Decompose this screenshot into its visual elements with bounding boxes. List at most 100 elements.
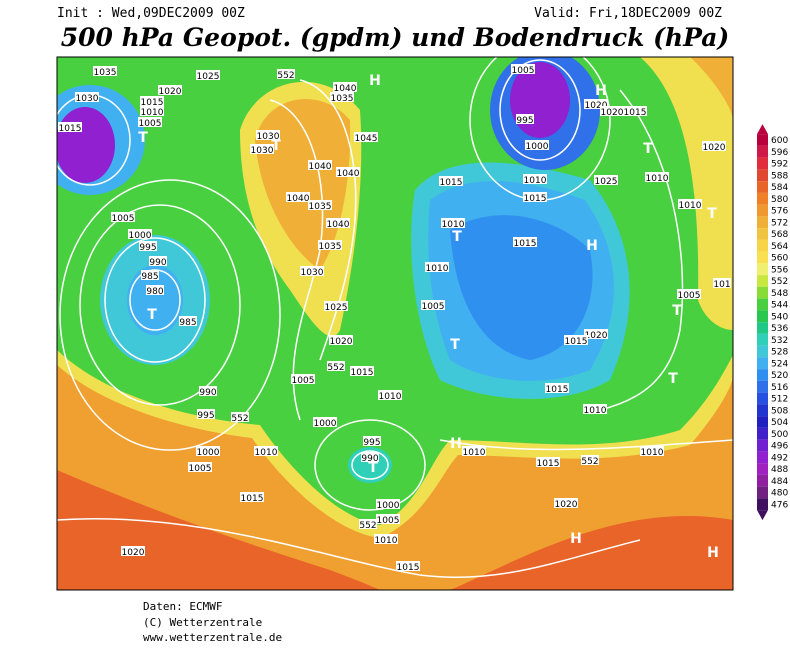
legend-label: 512 [771, 395, 788, 405]
band-red [57, 470, 380, 590]
isobar-label-box [677, 289, 701, 299]
isobar-label-box [231, 412, 249, 422]
isobar-label: 1015 [59, 124, 82, 134]
legend-label: 508 [771, 406, 788, 416]
legend-swatch [757, 404, 768, 417]
isobar-label: 1025 [325, 303, 348, 313]
isobar-label-box [523, 192, 547, 202]
isobar-label-box [329, 335, 353, 345]
isobar-label-box [354, 132, 378, 142]
legend-swatch [757, 134, 768, 146]
isobar-label: 1000 [129, 231, 152, 241]
legend-swatch [757, 439, 768, 452]
pressure-center: T [368, 460, 378, 476]
pressure-center: T [138, 130, 148, 146]
pressure-center: T [147, 307, 157, 323]
isobar-label: 1030 [301, 268, 324, 278]
isobar-label-box [525, 140, 549, 150]
legend-swatch [757, 157, 768, 170]
isobar-label: 1010 [646, 174, 669, 184]
legend-label: 548 [771, 289, 788, 299]
legend-label: 520 [771, 371, 788, 381]
isobar-label: 1020 [555, 500, 578, 510]
legend-label: 480 [771, 489, 788, 499]
isobar-label: 1015 [440, 178, 463, 188]
legend-label: 532 [771, 336, 788, 346]
isobar-label-box [121, 546, 145, 556]
legend-label: 492 [771, 453, 788, 463]
isobar-label-box [330, 92, 354, 102]
isobar-label-box [336, 167, 360, 177]
legend-swatch [757, 169, 768, 182]
east-yellow [640, 57, 733, 330]
isobar-label: 1010 [426, 264, 449, 274]
legend-swatch [757, 357, 768, 370]
isobar-label: 985 [179, 318, 196, 328]
legend-label: 524 [771, 359, 788, 369]
isobar-label-box [439, 176, 463, 186]
isobar-label: 1015 [546, 385, 569, 395]
isobar-label: 101 [713, 280, 730, 290]
isobar-label: 1040 [334, 84, 357, 94]
isobar [104, 237, 206, 363]
isobar-label-box [250, 144, 274, 154]
legend-swatch [757, 192, 768, 205]
isobar-label: 1015 [241, 494, 264, 504]
map-frame [56, 56, 734, 591]
isobar-label-box [58, 122, 82, 132]
isobar-label-box [146, 285, 164, 295]
isobar [314, 419, 426, 511]
isobar-label-box [93, 66, 117, 76]
isobar-label: 1030 [76, 94, 99, 104]
isobar-label: 1040 [287, 194, 310, 204]
isobar-label: 1000 [314, 419, 337, 429]
legend-swatch [757, 463, 768, 475]
legend-swatch [757, 451, 768, 464]
isobar-label-box [594, 175, 618, 185]
isobar-label: 552 [327, 363, 344, 373]
isobar-label-box [158, 85, 182, 95]
legend-swatch [757, 239, 768, 252]
legend-label: 564 [771, 242, 788, 252]
isobar-label-box [361, 452, 379, 462]
legend-swatch [757, 251, 768, 264]
isobar-label: 1005 [139, 119, 162, 129]
isobar-label-box [581, 455, 599, 465]
isobar-label-box [318, 240, 342, 250]
isobar-label-box [308, 160, 332, 170]
pressure-center: H [595, 83, 607, 99]
isobar-label-box [333, 82, 357, 92]
isobar-label: 1005 [512, 66, 535, 76]
legend-label: 500 [771, 430, 788, 440]
isobar-label: 1020 [601, 108, 624, 118]
isobar-label-box [513, 237, 537, 247]
legend-label: 528 [771, 348, 788, 358]
legend-swatch [757, 498, 768, 511]
isobar-label-box [254, 446, 278, 456]
isobar-label-box [564, 335, 588, 345]
low-south [348, 447, 392, 483]
band-orange [57, 365, 733, 590]
valid-text: Valid: Fri,18DEC2009 00Z [534, 6, 722, 21]
isobar-label: 1030 [251, 146, 274, 156]
legend-swatch [757, 263, 768, 276]
isobar-label-box [286, 192, 310, 202]
legend-swatch [757, 380, 768, 393]
isobar-label: 1010 [141, 108, 164, 118]
isobar-label-box [583, 404, 607, 414]
isobar-label: 995 [363, 438, 380, 448]
isobar-label: 995 [516, 116, 533, 126]
isobar-label: 1010 [255, 448, 278, 458]
pressure-center: T [707, 206, 717, 222]
isobar-label-box [291, 374, 315, 384]
isobar-label-box [350, 366, 374, 376]
isobar-label: 1015 [524, 194, 547, 204]
isobar-label: 1020 [159, 87, 182, 97]
legend-swatch [757, 181, 768, 193]
footer-line: Daten: ECMWF [143, 600, 222, 613]
isobar-label: 1015 [141, 98, 164, 108]
isobar-label: 1015 [351, 368, 374, 378]
pressure-center: H [707, 545, 719, 561]
isobar-label-box [128, 229, 152, 239]
